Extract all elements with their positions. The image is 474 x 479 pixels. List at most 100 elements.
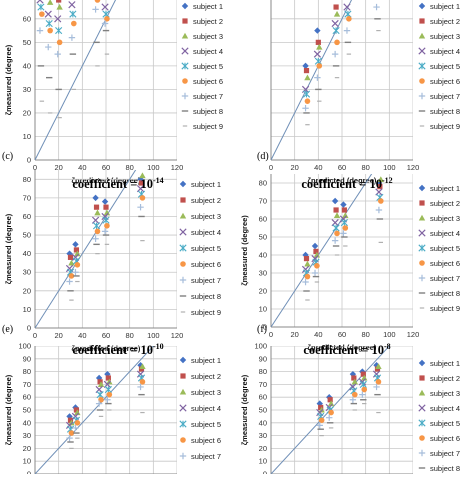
legend-item: subject 6 [419,434,460,443]
legend-item: subject 4 [418,229,460,238]
point-subject-7 [331,237,339,244]
x-tick-label: 40 [314,163,322,172]
x-tick-label: 80 [125,163,133,172]
point-subject-6 [342,225,349,231]
x-tick-label: 120 [171,331,184,340]
legend-item: subject 5 [181,62,223,71]
legend-item: subject 8 [181,107,223,116]
point-subject-2 [56,0,62,3]
legend-item: subject 5 [418,62,460,71]
point-subject-3 [97,381,105,387]
legend-label: subject 6 [191,436,221,445]
point-subject-6 [314,263,320,269]
point-subject-2 [333,4,339,10]
point-subject-7 [45,43,52,51]
data-points [301,3,381,126]
legend-item: subject 2 [180,372,221,381]
legend-marker [418,389,426,396]
point-subject-3 [316,43,323,50]
point-subject-2 [67,254,74,260]
point-subject-3 [313,251,321,258]
y-axis-label: ζmeasured (degree) [4,374,13,445]
panel-3: 0 20 40 60 80 100 120 0 10 20 30 40 50 60 70 80 ζmeasure… [2,151,221,353]
y-tick-label: 30 [23,85,31,94]
point-subject-2 [103,204,109,210]
point-subject-2 [93,204,100,210]
y-tick-label: 70 [23,380,31,389]
legend-item: subject 3 [179,388,221,397]
point-subject-6 [351,391,358,398]
x-tick-label: 40 [314,330,322,339]
legend-item: subject 6 [180,436,221,445]
y-tick-label: 50 [23,38,31,47]
legend-item: subject 4 [418,47,460,56]
y-tick-label: 0 [27,470,31,475]
legend-item: subject 9 [180,308,221,317]
legend-marker [179,420,187,428]
point-subject-7 [95,400,103,407]
title-text: coefficient = 10 [303,343,384,357]
legend-marker [182,78,188,84]
legend-marker [179,244,187,252]
point-subject-3 [74,250,81,257]
point-subject-4 [54,15,62,23]
data-points [65,362,146,449]
point-subject-3 [333,10,341,17]
point-subject-6 [39,11,45,17]
point-subject-2 [313,248,319,254]
y-tick-label: 90 [259,354,267,363]
point-subject-5 [92,222,101,230]
legend-marker [182,18,188,24]
legend: subject 1 subject 2 subject 3 subject 4 subj… [179,180,221,317]
x-tick-label: 40 [78,331,86,340]
point-subject-3 [304,260,311,267]
legend-label: subject 6 [191,260,221,269]
y-tick-label: 40 [23,61,31,70]
legend-item: subject 2 [180,196,221,205]
point-subject-6 [106,391,113,398]
point-subject-1 [302,62,309,70]
legend-label: subject 3 [191,388,221,397]
y-tick-label: 60 [259,393,267,402]
legend-marker [418,229,426,237]
legend-label: subject 1 [191,180,221,189]
legend-marker [419,435,425,441]
legend-marker [179,452,187,460]
title-exponent: -14 [153,176,164,185]
legend-item: subject 5 [418,244,460,253]
legend-label: subject 5 [191,420,221,429]
point-subject-3 [68,419,75,426]
point-subject-5 [332,224,340,232]
point-subject-2 [303,67,310,74]
y-tick-label: 80 [23,367,31,376]
point-subject-7 [316,422,323,429]
legend-item: subject 8 [418,464,460,473]
legend-item: subject 6 [182,77,223,86]
point-subject-5 [37,3,45,11]
legend-item: subject 3 [418,214,460,223]
point-subject-5 [102,216,110,224]
legend-marker [180,261,186,267]
y-tick-label: 30 [259,431,267,440]
legend-marker [180,373,186,379]
point-subject-6 [304,273,311,280]
point-subject-7 [72,269,79,276]
y-tick-label: 80 [259,179,267,188]
legend-label: subject 7 [193,92,223,101]
point-subject-7 [68,34,76,41]
point-subject-2 [73,247,80,253]
point-subject-7 [137,383,144,391]
legend-marker [418,274,426,282]
legend-item: subject 2 [182,17,223,26]
x-tick-label: 20 [54,163,62,172]
point-subject-2 [377,184,383,190]
point-subject-4 [343,3,351,11]
legend-marker [180,197,186,203]
y-tick-label: 100 [254,342,267,351]
point-subject-6 [94,228,101,235]
point-subject-6 [316,63,323,69]
y-tick-label: 70 [23,193,31,202]
gridlines [271,174,413,327]
legend-item: subject 1 [418,359,460,368]
